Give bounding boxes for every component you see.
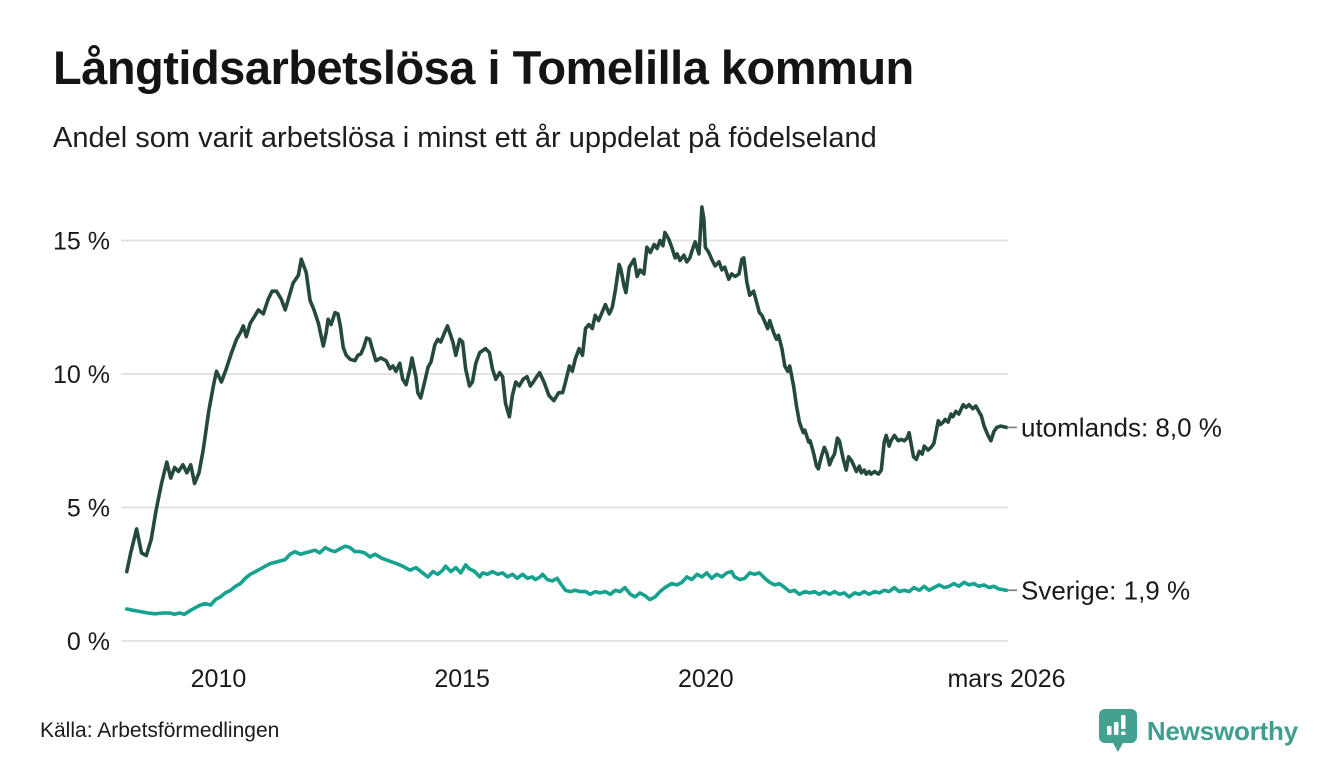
chart-subtitle: Andel som varit arbetslösa i minst ett å… [53, 122, 877, 154]
x-tick-label: mars 2026 [947, 665, 1065, 693]
chart-title: Långtidsarbetslösa i Tomelilla kommun [53, 41, 914, 94]
y-tick-label: 5 % [67, 495, 110, 523]
line-chart: 0 % 5 % 10 % 15 % 2010 2015 2020 mars 2026 utoml… [53, 205, 1222, 693]
y-tick-label: 0 % [67, 628, 110, 656]
x-tick-label: 2015 [434, 665, 490, 693]
y-tick-label: 15 % [53, 228, 110, 256]
series-line-utomlands [125, 205, 1009, 574]
source-note: Källa: Arbetsförmedlingen [40, 719, 280, 742]
series-end-label-sverige: Sverige: 1,9 % [1021, 575, 1190, 605]
brand-logo: Newsworthy [1098, 708, 1298, 754]
series-line-sverige [125, 544, 1009, 617]
series-end-label-utomlands: utomlands: 8,0 % [1021, 412, 1222, 442]
newsworthy-icon [1098, 709, 1137, 752]
chart-canvas: 0 % 5 % 10 % 15 % 2010 2015 2020 mars 2026 utoml… [0, 190, 1340, 710]
x-tick-label: 2020 [678, 665, 734, 693]
y-tick-label: 10 % [53, 361, 110, 389]
brand-wordmark: Newsworthy [1146, 715, 1298, 746]
x-tick-label: 2010 [191, 665, 247, 693]
